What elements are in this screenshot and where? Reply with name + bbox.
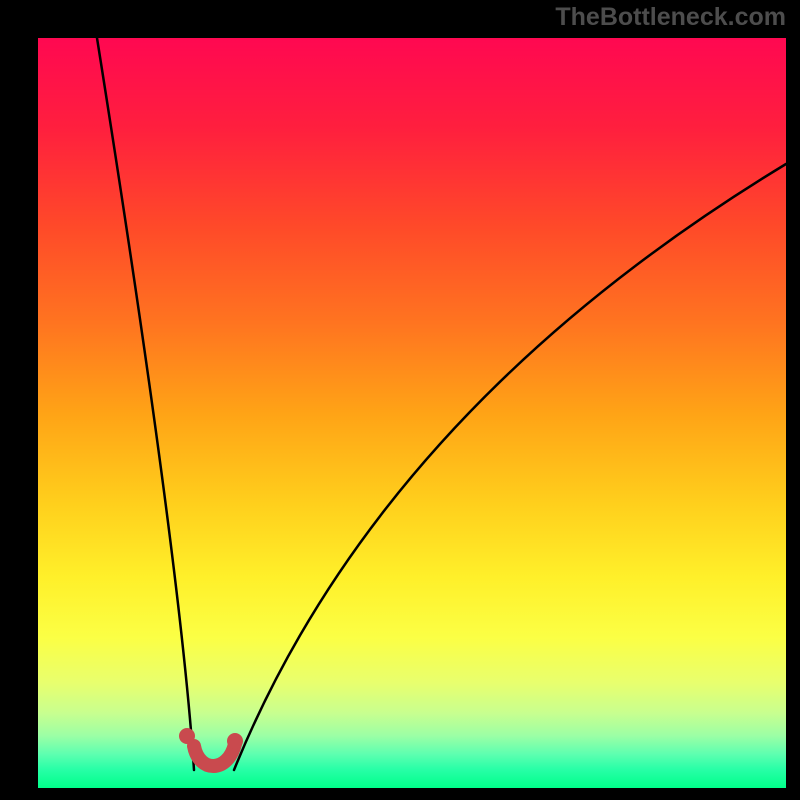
- left-curve: [97, 38, 194, 770]
- chart-container: TheBottleneck.com: [0, 0, 800, 800]
- dip-marker-u: [194, 744, 235, 766]
- watermark: TheBottleneck.com: [555, 3, 786, 32]
- dip-marker-right-dot: [227, 733, 243, 749]
- dip-marker-left-dot: [179, 728, 195, 744]
- right-curve: [234, 164, 786, 770]
- curves-layer: [0, 0, 800, 800]
